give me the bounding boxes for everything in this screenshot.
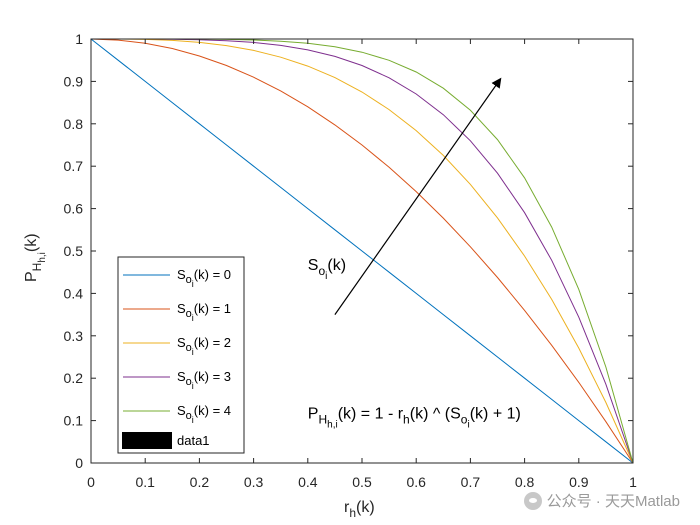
wechat-icon <box>523 491 542 510</box>
y-tick-label: 0.1 <box>64 413 84 429</box>
y-tick-label: 0.6 <box>64 201 84 217</box>
y-tick-label: 0.3 <box>64 328 84 344</box>
series-line-1 <box>90 38 634 464</box>
x-tick-label: 0 <box>87 474 95 490</box>
x-axis-label: rh(k) <box>344 499 375 520</box>
legend-label-3: Soi(k) = 3 <box>177 369 231 391</box>
watermark: 公众号 · 天天Matlab <box>523 490 680 511</box>
y-tick-label: 0.9 <box>64 73 84 89</box>
formula-annotation: PHh,i(k) = 1 - rh(k) ^ (Soi(k) + 1) <box>308 405 521 430</box>
series-line-2 <box>91 38 634 464</box>
x-tick-label: 0.6 <box>406 474 426 490</box>
x-tick-label: 0.9 <box>569 474 589 490</box>
y-tick-label: 0.2 <box>64 370 84 386</box>
legend-label-2: Soi(k) = 2 <box>177 335 231 357</box>
x-tick-label: 0.4 <box>298 474 318 490</box>
x-tick-label: 0.7 <box>461 474 481 490</box>
x-ticks: 0 0.1 0.2 0.3 0.4 0.5 0.6 0.7 0.8 0.9 1 <box>87 39 637 490</box>
y-tick-label: 0 <box>75 455 83 471</box>
legend-swatch-data1 <box>122 432 172 449</box>
y-tick-label: 0.7 <box>64 158 84 174</box>
legend-label-0: Soi(k) = 0 <box>177 267 231 289</box>
legend-label-4: Soi(k) = 4 <box>177 403 231 425</box>
legend-label-1: Soi(k) = 1 <box>177 301 231 323</box>
legend: Soi(k) = 0 Soi(k) = 1 Soi(k) = 2 Soi(k) = 3… <box>117 256 245 454</box>
y-tick-label: 1 <box>75 31 83 47</box>
x-tick-label: 0.3 <box>244 474 264 490</box>
x-tick-label: 1 <box>629 474 637 490</box>
arrow-label: Soi(k) <box>308 257 346 282</box>
watermark-text: 公众号 · 天天Matlab <box>546 493 680 510</box>
x-tick-label: 0.8 <box>515 474 535 490</box>
legend-label-data1: data1 <box>177 433 210 448</box>
y-ticks: 0 0.1 0.2 0.3 0.4 0.5 0.6 0.7 0.8 0.9 1 <box>64 31 633 471</box>
x-tick-label: 0.5 <box>352 474 372 490</box>
y-axis-label: PHh,i(k) <box>23 233 48 282</box>
arrow-annotation <box>334 77 502 315</box>
y-tick-label: 0.5 <box>64 243 84 259</box>
x-tick-label: 0.2 <box>190 474 210 490</box>
x-tick-label: 0.1 <box>135 474 155 490</box>
y-tick-label: 0.8 <box>64 116 84 132</box>
legend-entries: Soi(k) = 0 Soi(k) = 1 Soi(k) = 2 Soi(k) = 3… <box>123 267 231 425</box>
series-line-0 <box>90 38 634 464</box>
y-tick-label: 0.4 <box>64 285 84 301</box>
legend-box <box>117 256 245 454</box>
